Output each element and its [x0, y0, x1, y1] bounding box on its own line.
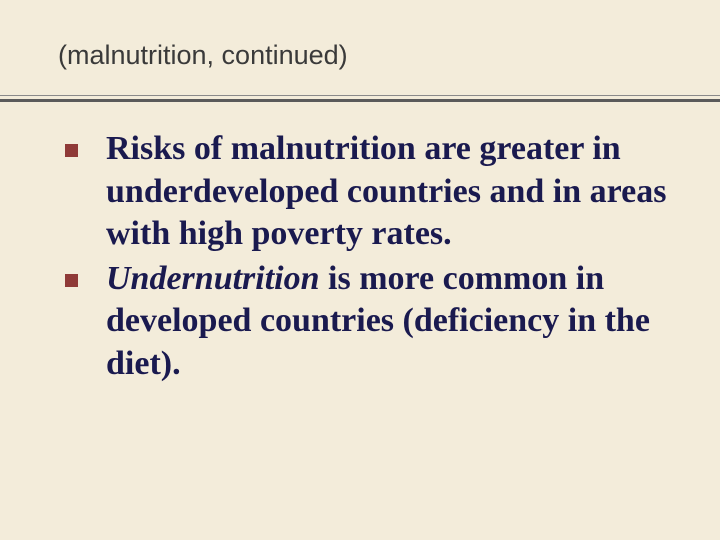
- bullet-text: Risks of malnutrition are greater in und…: [106, 128, 680, 256]
- text-run-italic: Undernutrition: [106, 260, 320, 297]
- underline-thin: [0, 95, 720, 96]
- slide: (malnutrition, continued) Risks of malnu…: [0, 0, 720, 540]
- bullet-text: Undernutrition is more common in develop…: [106, 258, 680, 386]
- underline-thick: [0, 99, 720, 102]
- content-area: Risks of malnutrition are greater in und…: [65, 128, 680, 387]
- text-run: Risks of malnutrition are greater in und…: [106, 130, 666, 252]
- bullet-square-icon: [65, 144, 78, 157]
- bullet-square-icon: [65, 274, 78, 287]
- list-item: Risks of malnutrition are greater in und…: [65, 128, 680, 256]
- list-item: Undernutrition is more common in develop…: [65, 258, 680, 386]
- title-area: (malnutrition, continued): [0, 0, 720, 71]
- title-underline: [0, 95, 720, 102]
- slide-title: (malnutrition, continued): [58, 40, 720, 71]
